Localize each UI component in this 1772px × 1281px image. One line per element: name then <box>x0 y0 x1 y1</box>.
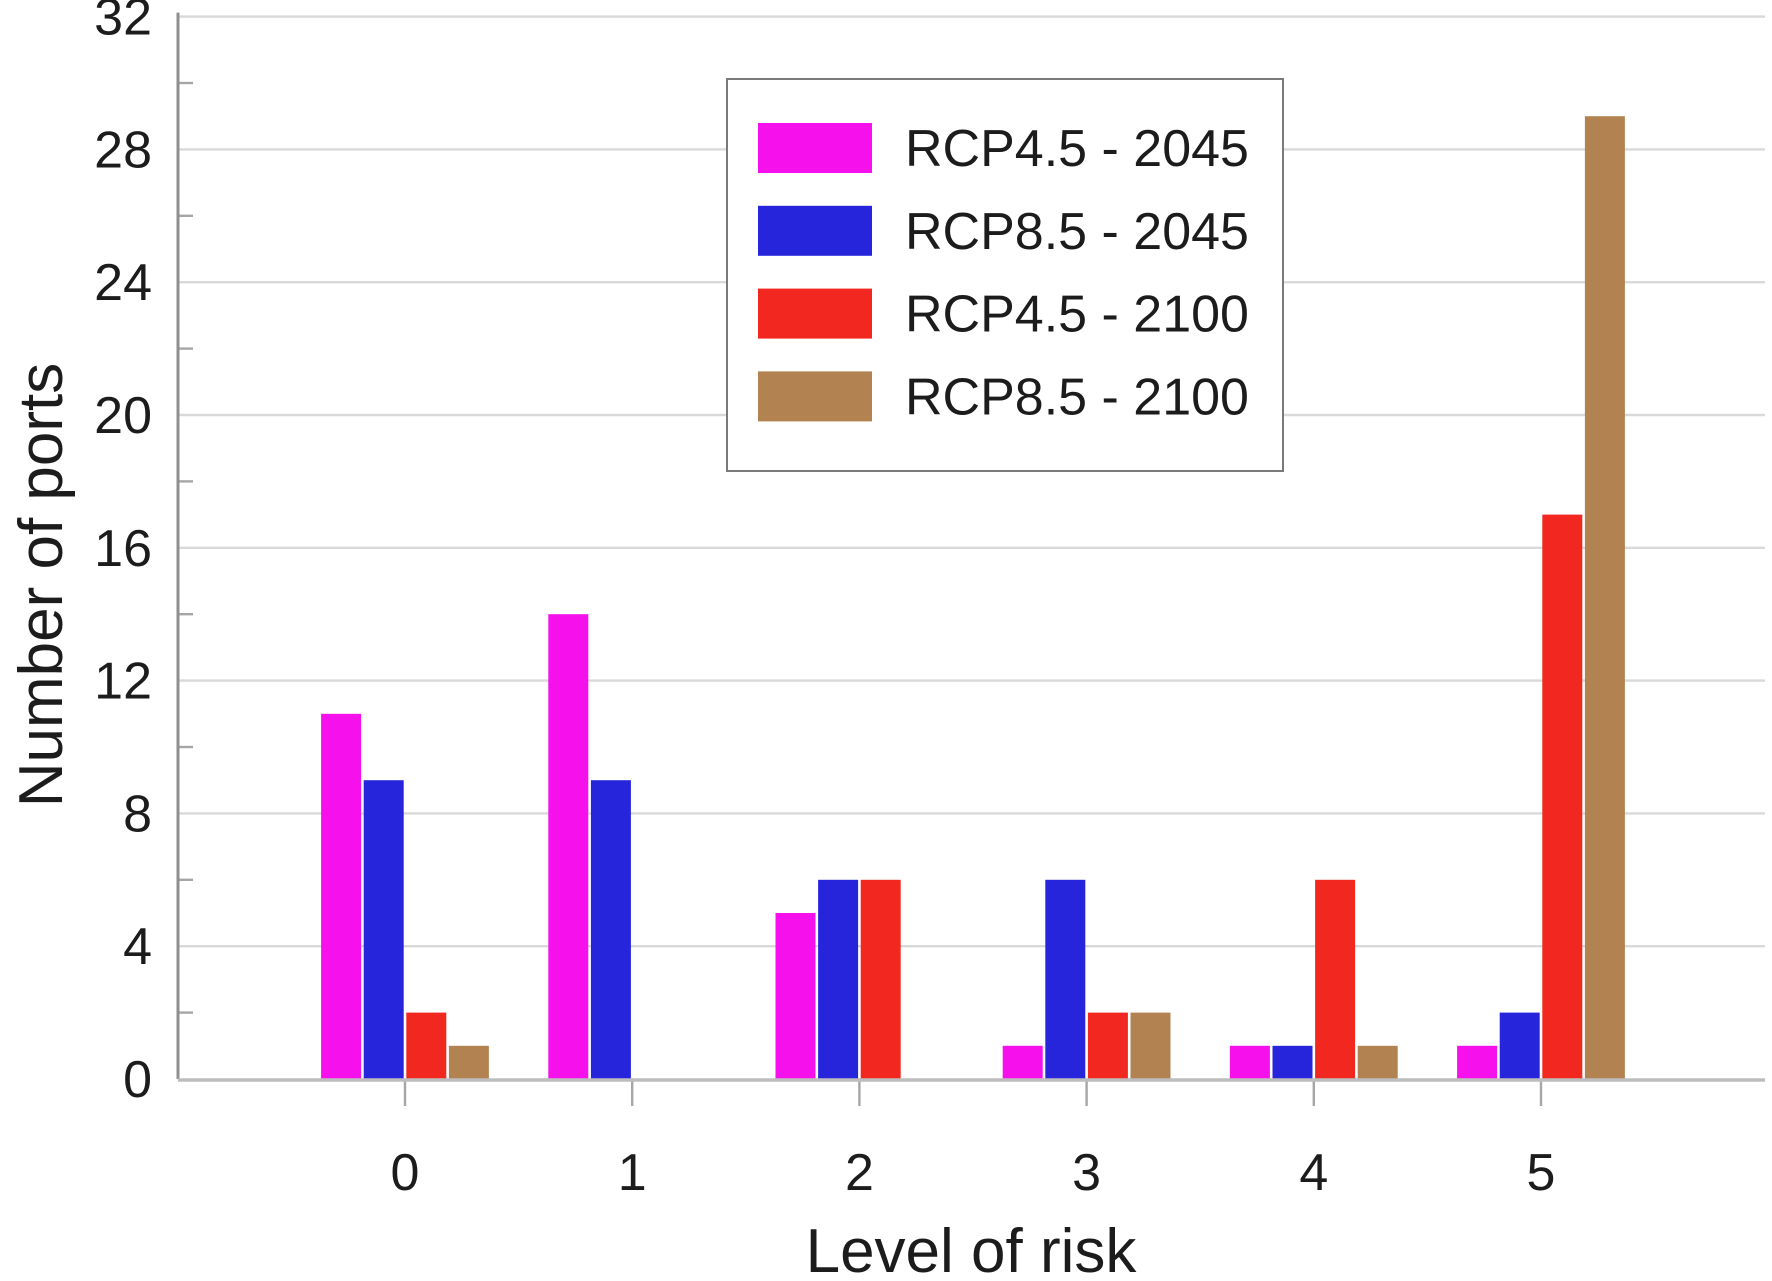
y-tick-label-20: 20 <box>94 387 152 445</box>
bar-RCP8.5 - 2100-risk4 <box>1357 1045 1398 1079</box>
legend-label-RCP8.5 - 2100: RCP8.5 - 2100 <box>905 368 1249 426</box>
bar-RCP8.5 - 2100-risk3 <box>1130 1012 1171 1079</box>
x-tick-label-1: 1 <box>618 1144 647 1202</box>
bars <box>321 116 1625 1079</box>
bar-RCP4.5 - 2100-risk0 <box>406 1012 447 1079</box>
x-tick-label-5: 5 <box>1527 1144 1556 1202</box>
x-axis-title: Level of risk <box>806 1217 1138 1281</box>
bar-RCP4.5 - 2045-risk0 <box>321 713 362 1079</box>
x-tick-label-4: 4 <box>1299 1144 1328 1202</box>
bar-RCP4.5 - 2100-risk4 <box>1315 879 1356 1079</box>
bar-RCP8.5 - 2045-risk0 <box>363 780 404 1079</box>
y-tick-label-12: 12 <box>94 653 152 711</box>
bar-RCP4.5 - 2100-risk3 <box>1087 1012 1128 1079</box>
bar-RCP8.5 - 2100-risk5 <box>1584 116 1625 1079</box>
legend-swatch-RCP4.5 - 2045 <box>758 123 872 173</box>
y-tick-label-28: 28 <box>94 121 152 179</box>
legend-swatch-RCP8.5 - 2045 <box>758 205 872 256</box>
axis-lines <box>176 12 1765 1082</box>
x-tick-label-2: 2 <box>845 1144 874 1202</box>
y-tick-label-32: 32 <box>94 0 152 47</box>
bar-RCP4.5 - 2100-risk5 <box>1542 514 1583 1079</box>
bar-RCP8.5 - 2045-risk1 <box>590 780 631 1079</box>
bar-RCP8.5 - 2045-risk3 <box>1045 879 1086 1079</box>
y-tick-label-4: 4 <box>123 918 152 976</box>
bar-RCP8.5 - 2045-risk2 <box>818 879 859 1079</box>
legend-swatch-RCP8.5 - 2100 <box>758 371 872 422</box>
y-tick-label-16: 16 <box>94 520 152 578</box>
bar-RCP8.5 - 2045-risk5 <box>1499 1012 1540 1079</box>
y-axis-title: Number of ports <box>7 363 76 808</box>
bar-RCP4.5 - 2045-risk1 <box>548 614 589 1079</box>
legend: RCP4.5 - 2045 RCP8.5 - 2045 RCP4.5 - 2100 R… <box>726 78 1284 472</box>
bar-RCP8.5 - 2100-risk0 <box>448 1045 489 1079</box>
y-tick-label-0: 0 <box>123 1051 152 1109</box>
y-tick-label-8: 8 <box>123 785 152 843</box>
bar-RCP4.5 - 2045-risk3 <box>1002 1045 1043 1079</box>
bar-RCP8.5 - 2045-risk4 <box>1272 1045 1313 1079</box>
legend-label-RCP4.5 - 2045: RCP4.5 - 2045 <box>905 120 1249 178</box>
legend-label-RCP4.5 - 2100: RCP4.5 - 2100 <box>905 286 1249 344</box>
legend-label-RCP8.5 - 2045: RCP8.5 - 2045 <box>905 203 1249 261</box>
bar-RCP4.5 - 2045-risk2 <box>775 913 816 1079</box>
y-tick-label-24: 24 <box>94 254 152 312</box>
bar-RCP4.5 - 2045-risk4 <box>1229 1045 1270 1079</box>
axis-ticks <box>178 81 1543 1106</box>
bar-RCP4.5 - 2045-risk5 <box>1457 1045 1498 1079</box>
x-tick-label-0: 0 <box>391 1144 420 1202</box>
bar-RCP4.5 - 2100-risk2 <box>860 879 901 1079</box>
x-tick-label-3: 3 <box>1072 1144 1101 1202</box>
legend-swatch-RCP4.5 - 2100 <box>758 288 872 339</box>
